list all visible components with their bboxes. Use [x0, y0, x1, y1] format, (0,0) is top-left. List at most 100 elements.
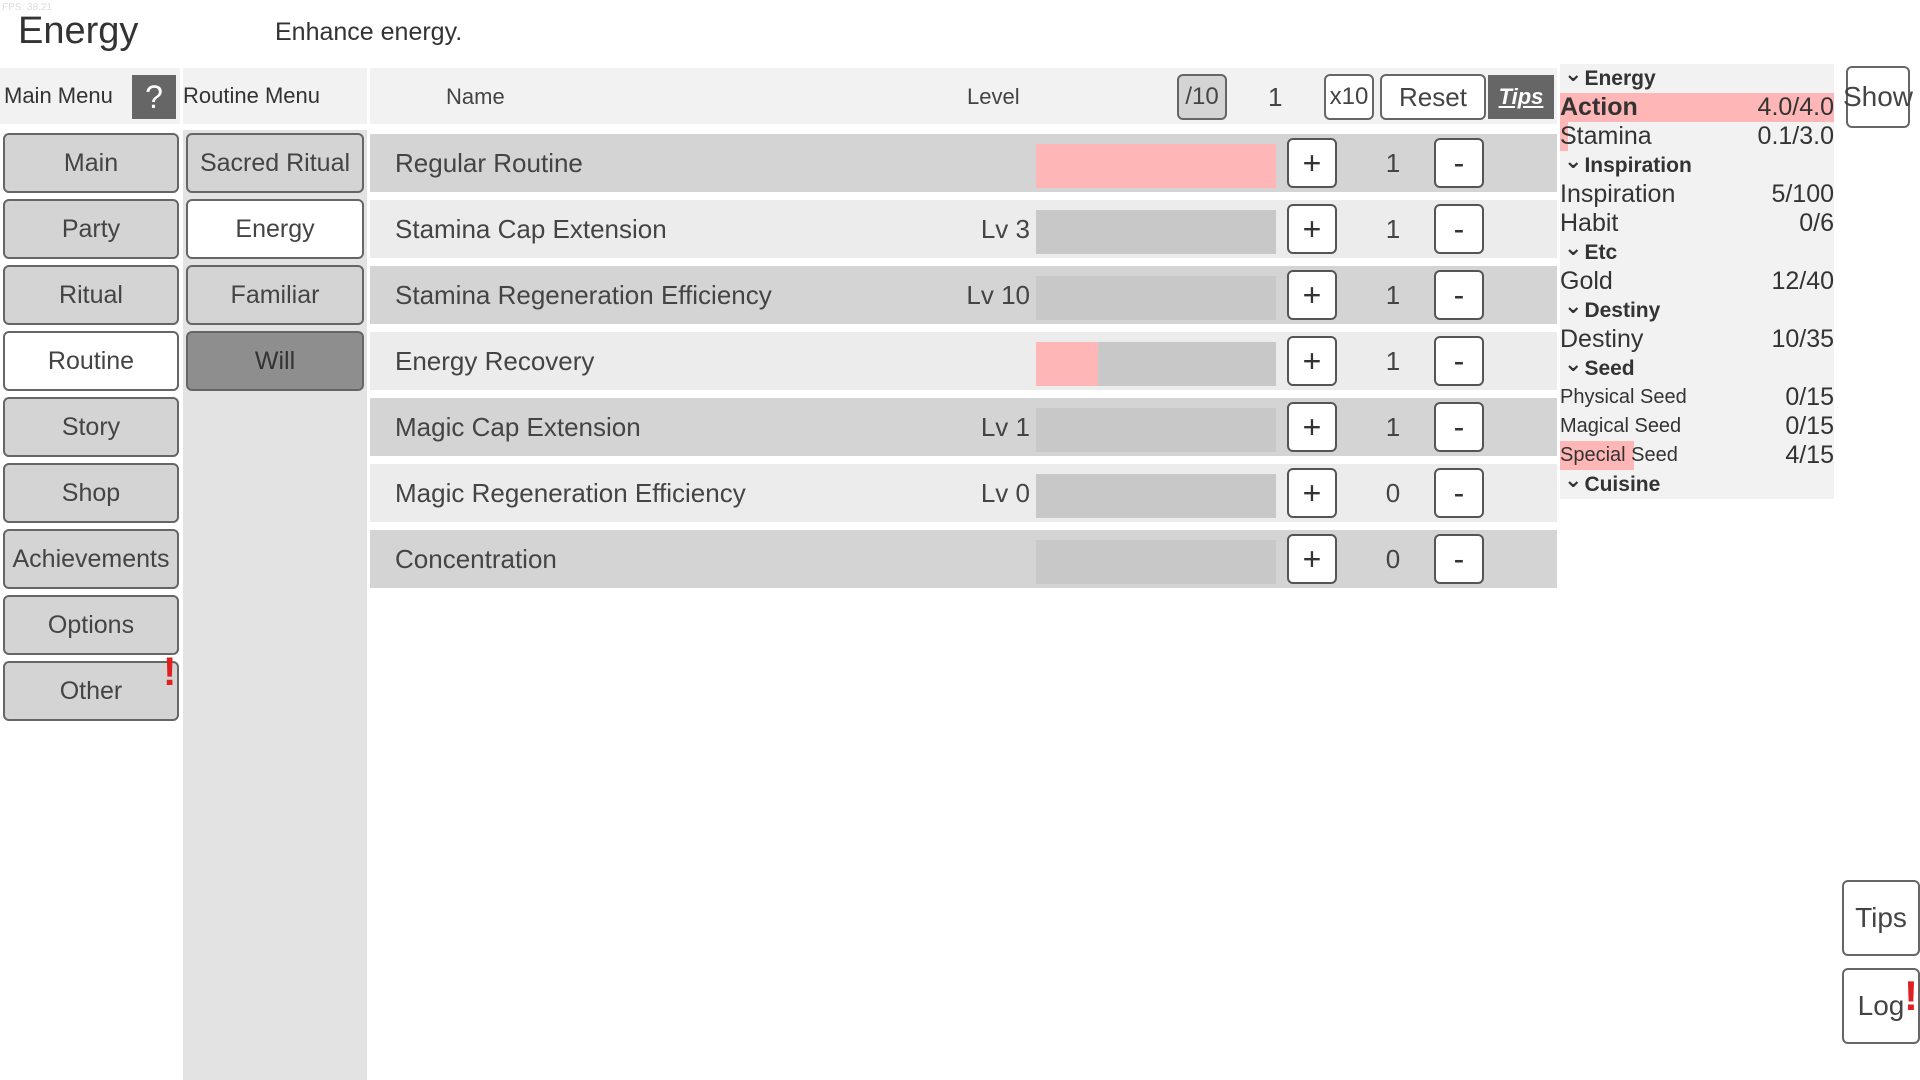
progress-fill	[1036, 144, 1276, 188]
routine-menu-header: Routine Menu	[183, 68, 367, 124]
routine-count: 1	[1385, 148, 1401, 178]
resource-label: Magical Seed	[1560, 415, 1682, 437]
resource-item: Special Seed 4/15	[1560, 441, 1834, 470]
resource-section-inspiration[interactable]: ⌄ Inspiration	[1560, 147, 1834, 180]
resource-label: Destiny	[1560, 325, 1644, 353]
resource-value: 0/15	[1785, 412, 1834, 440]
progress-bar	[1036, 474, 1276, 518]
resource-item: Destiny 10/35	[1560, 325, 1834, 354]
resource-panel: ⌄ Energy Action 4.0/4.0 Stamina 0.1/3.0 ⌄ Inspi…	[1560, 60, 1834, 499]
decrease-button[interactable]: -	[1434, 138, 1484, 188]
table-row: Magic Cap Extension Lv 1 +1 -	[370, 398, 1557, 456]
routine-menu-item-familiar[interactable]: Familiar	[186, 265, 364, 325]
resource-item: Physical Seed 0/15	[1560, 383, 1834, 412]
progress-bar	[1036, 144, 1276, 188]
main-menu-item-achievements[interactable]: Achievements	[3, 529, 179, 589]
resource-fill	[1560, 93, 1834, 122]
routine-name: Magic Cap Extension	[395, 412, 641, 442]
resource-section-destiny[interactable]: ⌄ Destiny	[1560, 292, 1834, 325]
resource-label: Gold	[1560, 267, 1613, 295]
chevron-down-icon: ⌄	[1564, 466, 1583, 492]
chevron-down-icon: ⌄	[1564, 60, 1583, 86]
main-menu-item-ritual[interactable]: Ritual	[3, 265, 179, 325]
routine-count: 0	[1385, 478, 1401, 508]
resource-section-title: Destiny	[1584, 298, 1661, 322]
decrease-button[interactable]: -	[1434, 336, 1484, 386]
decrease-button[interactable]: -	[1434, 270, 1484, 320]
resource-label: Inspiration	[1560, 180, 1676, 208]
routine-count: 1	[1385, 214, 1401, 244]
resource-fill	[1560, 122, 1569, 151]
routine-count: 0	[1385, 544, 1401, 574]
resource-value: 0.1/3.0	[1757, 122, 1834, 150]
reset-button[interactable]: Reset	[1380, 74, 1486, 120]
progress-bar	[1036, 276, 1276, 320]
increase-button[interactable]: +	[1287, 468, 1337, 518]
divide-multiplier-button[interactable]: /10	[1177, 74, 1227, 120]
resource-item: Magical Seed 0/15	[1560, 412, 1834, 441]
increase-button[interactable]: +	[1287, 204, 1337, 254]
resource-fill	[1560, 441, 1634, 470]
resource-section-energy[interactable]: ⌄ Energy	[1560, 60, 1834, 93]
resource-item: Habit 0/6	[1560, 209, 1834, 238]
chevron-down-icon: ⌄	[1564, 292, 1583, 318]
main-menu-item-main[interactable]: Main	[3, 133, 179, 193]
log-button[interactable]: Log !	[1842, 968, 1920, 1044]
chevron-down-icon: ⌄	[1564, 147, 1583, 173]
resource-label: Physical Seed	[1560, 386, 1687, 408]
routine-name: Energy Recovery	[395, 346, 595, 376]
increase-button[interactable]: +	[1287, 402, 1337, 452]
main-menu-item-options[interactable]: Options	[3, 595, 179, 655]
main-menu-item-story[interactable]: Story	[3, 397, 179, 457]
main-menu-item-other[interactable]: Other	[3, 661, 179, 721]
resource-section-etc[interactable]: ⌄ Etc	[1560, 234, 1834, 267]
resource-section-cuisine[interactable]: ⌄ Cuisine	[1560, 466, 1834, 499]
progress-fill	[1036, 342, 1099, 386]
resource-item: Inspiration 5/100	[1560, 180, 1834, 209]
decrease-button[interactable]: -	[1434, 534, 1484, 584]
resource-section-title: Energy	[1584, 66, 1656, 90]
multiply-multiplier-button[interactable]: x10	[1324, 74, 1374, 120]
routine-menu-item-will[interactable]: Will	[186, 331, 364, 391]
resource-section-title: Seed	[1584, 356, 1635, 380]
main-menu-item-routine[interactable]: Routine	[3, 331, 179, 391]
main-menu-item-shop[interactable]: Shop	[3, 463, 179, 523]
routine-name: Regular Routine	[395, 148, 583, 178]
decrease-button[interactable]: -	[1434, 402, 1484, 452]
help-button[interactable]: ?	[132, 75, 176, 119]
resource-label: Special Seed	[1560, 444, 1678, 466]
resource-item: Gold 12/40	[1560, 267, 1834, 296]
increase-button[interactable]: +	[1287, 270, 1337, 320]
table-header: Name Level /10 1 x10 Reset	[370, 68, 1557, 124]
page-description: Enhance energy.	[275, 18, 463, 46]
table-row: Stamina Cap Extension Lv 3 +1 -	[370, 200, 1557, 258]
alert-icon: !	[163, 650, 177, 694]
decrease-button[interactable]: -	[1434, 204, 1484, 254]
routine-menu-item-energy[interactable]: Energy	[186, 199, 364, 259]
increase-button[interactable]: +	[1287, 534, 1337, 584]
resource-value: 12/40	[1771, 267, 1834, 295]
resource-value: 4/15	[1785, 441, 1834, 469]
table-row: Energy Recovery +1 -	[370, 332, 1557, 390]
fps-counter: FPS: 38.21	[2, 2, 53, 13]
resource-section-title: Inspiration	[1584, 153, 1692, 177]
routine-menu-item-sacred-ritual[interactable]: Sacred Ritual	[186, 133, 364, 193]
table-row: Concentration +0 -	[370, 530, 1557, 588]
resource-item: Action 4.0/4.0	[1560, 93, 1834, 122]
decrease-button[interactable]: -	[1434, 468, 1484, 518]
resource-section-title: Cuisine	[1584, 472, 1661, 496]
alert-icon: !	[1904, 972, 1918, 1019]
main-menu-item-party[interactable]: Party	[3, 199, 179, 259]
increase-button[interactable]: +	[1287, 138, 1337, 188]
resource-section-seed[interactable]: ⌄ Seed	[1560, 350, 1834, 383]
chevron-down-icon: ⌄	[1564, 234, 1583, 260]
show-button[interactable]: Show	[1843, 66, 1913, 128]
tips-header-button[interactable]: Tips	[1488, 75, 1554, 119]
resource-item: Stamina 0.1/3.0	[1560, 122, 1834, 151]
table-row: Regular Routine +1 -	[370, 134, 1557, 192]
chevron-down-icon: ⌄	[1564, 350, 1583, 376]
routine-name: Stamina Regeneration Efficiency	[395, 280, 772, 310]
multiplier-value: 1	[1268, 82, 1283, 112]
tips-button[interactable]: Tips	[1842, 880, 1920, 956]
increase-button[interactable]: +	[1287, 336, 1337, 386]
